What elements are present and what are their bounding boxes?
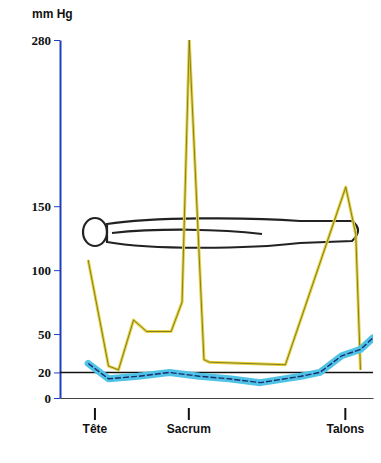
silhouette-arm xyxy=(112,230,262,234)
y-tick-label: 100 xyxy=(32,263,52,278)
x-tick: Tête xyxy=(83,408,108,436)
silhouette-head xyxy=(83,218,107,246)
plot-area xyxy=(60,40,373,383)
chart: 0 20 50 100 150 280 Tête Sacrum Talons mm Hg xyxy=(0,0,381,463)
x-tick: Talons xyxy=(326,408,364,436)
y-tick-label: 50 xyxy=(38,327,51,342)
y-tick: 150 xyxy=(32,199,61,214)
x-tick-mark xyxy=(344,408,346,420)
x-tick-label: Talons xyxy=(326,422,364,436)
y-tick-mark xyxy=(54,206,60,207)
x-axis-line xyxy=(61,398,374,399)
y-axis-title: mm Hg xyxy=(32,7,73,21)
x-axis: Tête Sacrum Talons xyxy=(61,399,374,436)
series-line-edge xyxy=(88,40,360,370)
y-tick-mark xyxy=(54,270,60,271)
y-tick-mark xyxy=(54,40,60,41)
x-tick-mark xyxy=(94,408,96,420)
x-tick-label: Tête xyxy=(83,422,108,436)
y-axis-line xyxy=(60,41,62,399)
x-tick-mark xyxy=(188,408,190,420)
y-tick-label: 150 xyxy=(32,199,52,214)
series-line xyxy=(88,40,360,370)
series-line-core xyxy=(88,338,373,383)
y-tick-label: 20 xyxy=(38,365,51,380)
y-tick: 0 xyxy=(45,391,61,406)
y-tick-label: 0 xyxy=(45,391,52,406)
y-tick: 100 xyxy=(32,263,61,278)
y-tick-mark xyxy=(54,398,60,399)
series-line xyxy=(88,338,373,383)
silhouette-body xyxy=(107,218,358,247)
y-axis: 0 20 50 100 150 280 xyxy=(32,33,61,406)
x-tick-label: Sacrum xyxy=(167,422,211,436)
y-tick-label: 280 xyxy=(32,33,52,48)
y-tick: 20 xyxy=(38,365,60,380)
y-tick-mark xyxy=(54,334,60,335)
x-tick: Sacrum xyxy=(167,408,211,436)
y-tick-mark xyxy=(54,372,60,373)
y-tick: 280 xyxy=(32,33,61,48)
y-tick: 50 xyxy=(38,327,60,342)
silhouette xyxy=(83,218,358,248)
